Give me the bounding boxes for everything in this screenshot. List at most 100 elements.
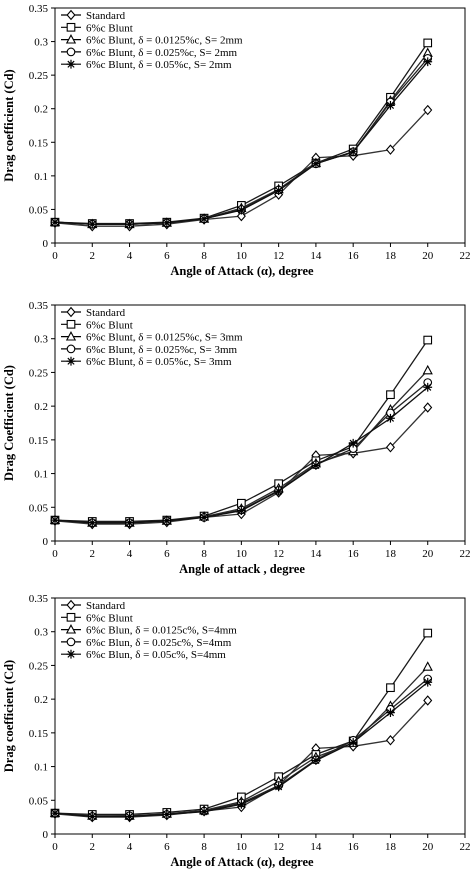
data-point-square (386, 390, 395, 400)
x-tick-label: 14 (310, 548, 322, 560)
data-point-star (87, 219, 97, 229)
x-tick-label: 6 (164, 250, 170, 262)
data-point-star (199, 214, 209, 224)
y-tick-label: 0.1 (34, 171, 48, 183)
series-star (50, 677, 433, 821)
legend-entry: 6%c Blun, δ = 0.0125c%, S=4mm (61, 624, 237, 637)
legend-marker-triangle (65, 34, 77, 44)
legend-entry: 6%c Blun, δ = 0.05c%, S=4mm (61, 649, 226, 661)
legend-entry: 6%c Blunt (61, 22, 133, 34)
x-tick-label: 8 (201, 841, 207, 853)
x-tick-label: 16 (348, 841, 360, 853)
legend-label: 6%c Blunt (86, 612, 133, 624)
legend-marker-diamond (66, 9, 76, 21)
data-point-star (423, 57, 433, 67)
legend-label: 6%c Blun, δ = 0.05c%, S=4mm (86, 649, 226, 661)
x-tick-label: 22 (460, 841, 471, 853)
y-tick-label: 0.1 (34, 469, 48, 481)
data-point-square (386, 683, 395, 693)
x-tick-label: 10 (236, 548, 248, 560)
legend-entry: 6%c Blunt, δ = 0.0125%c, S= 2mm (61, 34, 243, 47)
data-point-star (87, 812, 97, 821)
x-tick-label: 14 (310, 841, 322, 853)
legend-label: 6%c Blunt (86, 22, 133, 34)
data-point-star (162, 516, 172, 526)
data-point-square (423, 628, 433, 638)
x-tick-label: 20 (422, 250, 434, 262)
x-tick-label: 4 (127, 841, 133, 853)
data-point-diamond (423, 695, 433, 706)
legend-entry: 6%c Blunt, δ = 0.0125%c, S= 3mm (61, 331, 243, 344)
y-tick-label: 0.3 (34, 37, 48, 49)
data-point-square (423, 38, 433, 48)
legend-marker-circle (66, 47, 76, 57)
x-tick-label: 20 (422, 841, 434, 853)
x-tick-label: 0 (52, 841, 58, 853)
series-star (50, 382, 433, 528)
x-tick-label: 6 (164, 841, 170, 853)
chart-panel-top: 0 2 4 6 8 10 12 14 16 18 20 22 0 0.05 0.1 0.15 0.2 0.25 0.… (2, 3, 471, 278)
x-tick-label: 22 (460, 548, 471, 560)
data-point-star (386, 708, 395, 718)
x-axis-label: Angle of Attack (α), degree (170, 264, 314, 278)
x-tick-label: 8 (201, 250, 207, 262)
data-point-star (423, 677, 433, 687)
x-axis-label: Angle of Attack (α), degree (170, 855, 314, 869)
y-tick-label: 0.25 (29, 367, 49, 379)
data-point-star (125, 518, 134, 528)
data-point-diamond (385, 144, 395, 155)
y-tick-label: 0.2 (34, 104, 48, 116)
legend-label: Standard (86, 10, 126, 22)
data-point-star (199, 513, 209, 522)
x-tick-label: 12 (273, 250, 284, 262)
data-point-star (423, 382, 433, 392)
data-point-star (236, 506, 246, 516)
x-tick-label: 20 (422, 548, 434, 560)
y-axis-label: Drag coefficient (Cd) (2, 69, 16, 181)
x-tick-label: 16 (348, 548, 360, 560)
x-tick-label: 0 (52, 250, 58, 262)
data-point-star (162, 810, 172, 819)
data-point-star (348, 737, 358, 747)
data-point-star (348, 438, 358, 448)
y-tick-label: 0.1 (34, 762, 48, 774)
legend-marker-triangle (65, 624, 77, 634)
data-point-star (236, 205, 246, 215)
x-tick-label: 8 (201, 548, 207, 560)
data-point-star (50, 217, 60, 227)
legend-entry: Standard (61, 306, 126, 319)
data-point-star (125, 812, 134, 821)
data-point-star (311, 461, 321, 470)
legend-marker-star (66, 649, 76, 659)
legend-label: Standard (86, 307, 126, 319)
x-tick-label: 12 (273, 548, 284, 560)
x-tick-label: 12 (273, 841, 284, 853)
legend-entry: 6%c Blunt, δ = 0.025%c, S= 2mm (61, 47, 238, 59)
y-tick-label: 0.05 (29, 204, 49, 216)
legend-label: 6%c Blun, δ = 0.0125c%, S=4mm (86, 625, 237, 637)
x-tick-label: 4 (127, 548, 133, 560)
x-tick-label: 10 (236, 250, 248, 262)
y-tick-label: 0 (43, 536, 49, 548)
x-tick-label: 18 (385, 250, 397, 262)
x-tick-label: 4 (127, 250, 133, 262)
x-tick-label: 2 (90, 250, 96, 262)
series-triangle (49, 47, 433, 229)
y-tick-label: 0.3 (34, 627, 48, 639)
legend-marker-star (66, 59, 76, 69)
data-point-star (50, 808, 60, 818)
legend-label: 6%c Blunt (86, 319, 133, 331)
legend-entry: Standard (61, 9, 126, 22)
data-point-star (236, 799, 246, 809)
x-tick-label: 22 (460, 250, 471, 262)
series-star (50, 57, 433, 229)
y-tick-label: 0.15 (29, 137, 49, 149)
legend-entry: 6%c Blun, δ = 0.025c%, S=4mm (61, 637, 232, 649)
x-tick-label: 18 (385, 841, 397, 853)
legend-entry: 6%c Blunt (61, 319, 133, 331)
x-tick-label: 6 (164, 548, 170, 560)
legend-marker-square (66, 612, 76, 622)
x-tick-label: 16 (348, 250, 360, 262)
x-tick-label: 10 (236, 841, 248, 853)
